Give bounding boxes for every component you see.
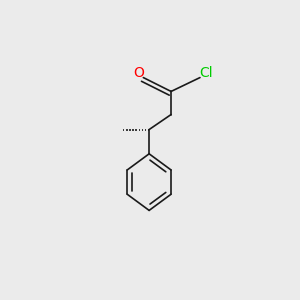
Text: O: O (133, 66, 144, 80)
Text: Cl: Cl (199, 66, 213, 80)
